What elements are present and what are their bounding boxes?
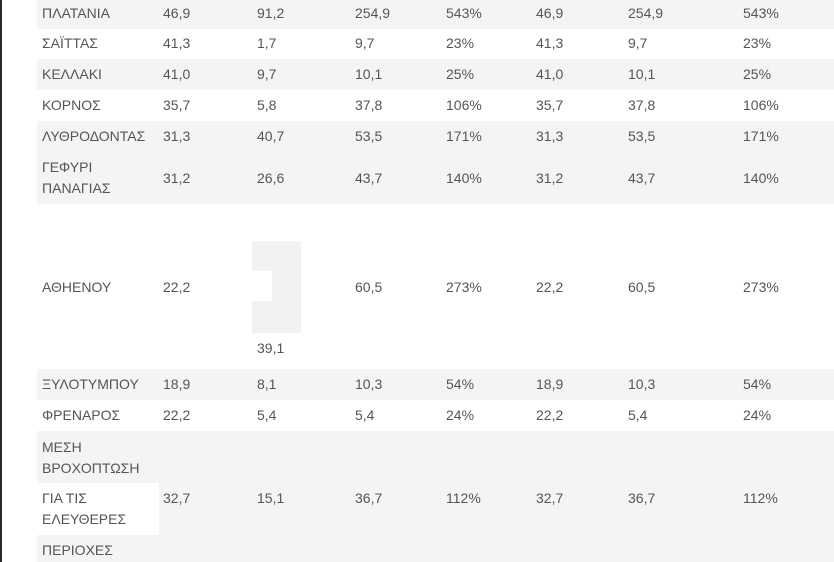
table-cell: 26,6 [257,170,285,186]
station-name-line: ΒΡΟΧΟΠΤΩΣΗ [42,460,140,476]
table-cell: 31,2 [536,170,564,186]
table-cell: 31,3 [163,128,191,144]
table-row: ΣΑΪΤΤΑΣ 41,3 1,7 9,7 23% 41,3 9,7 23% [37,29,834,59]
table-cell: 543% [446,5,482,21]
table-cell: 10,1 [355,66,383,82]
table-cell: 112% [446,490,481,506]
station-name: ΑΘΗΕΝΟΥ [42,279,112,295]
table-cell: 35,7 [163,97,191,113]
table-cell: 37,8 [355,97,383,113]
table-cell: 60,5 [355,279,383,295]
table-cell: 10,1 [628,66,656,82]
table-cell: 112% [743,490,778,506]
table-cell: 140% [743,170,779,186]
station-name: ΣΑΪΤΤΑΣ [42,35,98,51]
table-cell: 18,9 [163,376,191,392]
table-cell: 43,7 [628,170,656,186]
table-row: ΑΘΗΕΝΟΥ 22,2 39,1 60,5 273% 22,2 60,5 27… [37,204,834,369]
table-cell: 32,7 [163,490,191,506]
table-cell: 91,2 [257,5,285,21]
table-cell: 32,7 [536,490,564,506]
table-cell: 35,7 [536,97,564,113]
table-cell: 273% [446,279,482,295]
table-cell: 9,7 [355,35,375,51]
station-name: ΦΡΕΝΑΡΟΣ [42,407,121,423]
table-cell: 171% [446,128,482,144]
table-row: ΠΛΑΤΑΝΙΑ 46,9 91,2 254,9 543% 46,9 254,9… [37,0,834,29]
table-cell: 5,4 [355,407,375,423]
table-cell: 41,0 [536,66,564,82]
table-cell: 254,9 [355,5,391,21]
table-cell: 171% [743,128,779,144]
table-cell: 5,8 [257,97,277,113]
station-name-line: ΓΕΦΥΡΙ [42,159,93,175]
table-row: ΓΕΦΥΡΙ ΠΑΝΑΓΙΑΣ 31,2 26,6 43,7 140% 31,2… [37,152,834,204]
table-cell: 37,8 [628,97,656,113]
table-cell: 36,7 [628,490,656,506]
table-cell: 40,7 [257,128,285,144]
table-row: ΚΟΡΝΟΣ 35,7 5,8 37,8 106% 35,7 37,8 106% [37,90,834,121]
table-cell: 24% [743,407,772,423]
table-cell: 54% [743,376,772,392]
table-cell: 543% [743,5,779,21]
station-name: ΛΥΘΡΟΔΟΝΤΑΣ [42,128,146,144]
left-border [0,0,2,562]
station-name-line: ΠΑΝΑΓΙΑΣ [42,180,111,196]
table-cell: 22,2 [536,407,564,423]
table-cell: 5,4 [628,407,648,423]
table-cell: 22,2 [536,279,564,295]
table-row: ΛΥΘΡΟΔΟΝΤΑΣ 31,3 40,7 53,5 171% 31,3 53,… [37,121,834,152]
table-cell: 43,7 [355,170,383,186]
station-name-line: ΜΕΣΗ [42,439,82,455]
station-name-line: ΠΕΡΙΟΧΕΣ [42,542,113,558]
table-cell: 31,3 [536,128,564,144]
table-cell: 46,9 [536,5,564,21]
table-cell: 22,2 [163,407,191,423]
broken-image-icon [252,241,301,333]
table-cell: 23% [446,35,475,51]
table-cell: 22,2 [163,279,191,295]
table-cell: 25% [446,66,475,82]
table-cell: 25% [743,66,772,82]
table-row: ΚΕΛΛΑΚΙ 41,0 9,7 10,1 25% 41,0 10,1 25% [37,59,834,90]
table-cell: 54% [446,376,475,392]
table-cell: 15,1 [257,490,285,506]
table-cell: 9,7 [628,35,648,51]
table-cell: 31,2 [163,170,191,186]
station-name-line: ΕΛΕΥΘΕΡΕΣ [42,511,127,527]
table-cell: 24% [446,407,475,423]
table-row: ΞΥΛΟΤΥΜΠΟΥ 18,9 8,1 10,3 54% 18,9 10,3 5… [37,369,834,400]
table-cell: 1,7 [257,35,277,51]
table-cell: 9,7 [257,66,277,82]
table-cell: 5,4 [257,407,277,423]
table-cell: 41,0 [163,66,191,82]
table-cell: 10,3 [355,376,383,392]
table-cell: 140% [446,170,482,186]
table-cell: 273% [743,279,779,295]
table-cell: 106% [446,97,482,113]
table-cell: 39,1 [257,340,285,356]
table-cell: 53,5 [628,128,656,144]
table-row: ΜΕΣΗ ΒΡΟΧΟΠΤΩΣΗ ΓΙΑ ΤΙΣ ΕΛΕΥΘΕΡΕΣ ΠΕΡΙΟΧ… [37,431,834,562]
table-cell: 18,9 [536,376,564,392]
table-row: ΦΡΕΝΑΡΟΣ 22,2 5,4 5,4 24% 22,2 5,4 24% [37,400,834,431]
table-cell: 254,9 [628,5,664,21]
station-name: ΞΥΛΟΤΥΜΠΟΥ [42,376,139,392]
table-cell: 41,3 [536,35,564,51]
station-name: ΚΟΡΝΟΣ [42,97,101,113]
station-name: ΚΕΛΛΑΚΙ [42,66,102,82]
table-cell: 46,9 [163,5,191,21]
station-name-line: ΓΙΑ ΤΙΣ [42,490,87,506]
table-cell: 60,5 [628,279,656,295]
table-cell: 10,3 [628,376,656,392]
table-cell: 36,7 [355,490,383,506]
station-name: ΠΛΑΤΑΝΙΑ [42,5,110,21]
table-cell: 106% [743,97,779,113]
table-cell: 41,3 [163,35,191,51]
table-cell: 53,5 [355,128,383,144]
table-cell: 23% [743,35,772,51]
table-cell: 8,1 [257,376,277,392]
